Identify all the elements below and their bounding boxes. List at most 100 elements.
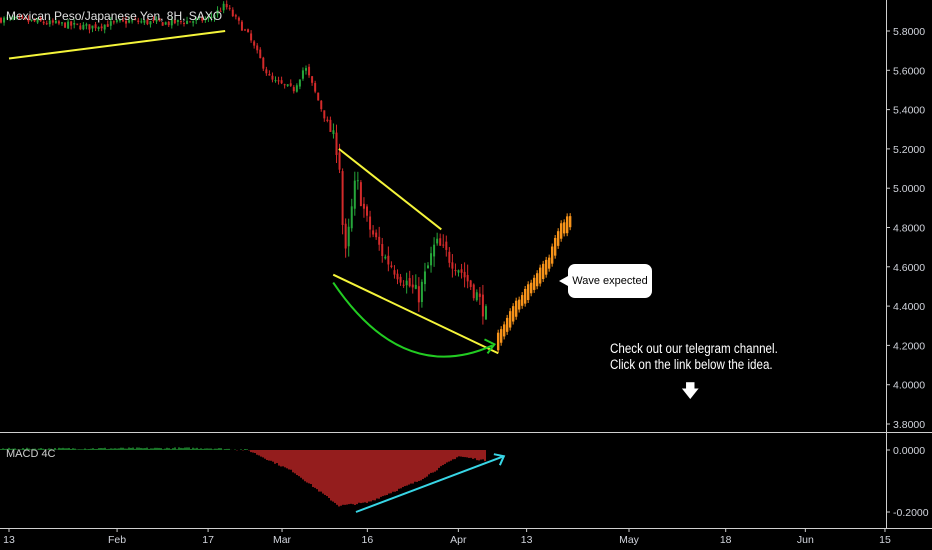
time-tick-label: 15 — [879, 534, 891, 546]
candle-body — [189, 21, 192, 23]
projection-candle — [511, 306, 515, 322]
candle-body — [262, 57, 265, 69]
candle-body — [179, 21, 182, 23]
candle-body — [112, 21, 115, 23]
candle-body — [128, 20, 131, 23]
candle-body — [390, 265, 393, 267]
candle-body — [244, 29, 246, 31]
candle-body — [451, 262, 454, 269]
macd-tick-label: -0.2000 — [893, 507, 929, 519]
candle-body — [210, 16, 213, 18]
candle-body — [152, 20, 155, 22]
candle-body — [82, 24, 85, 30]
candle-body — [173, 19, 176, 24]
candle-body — [372, 230, 375, 235]
candle-body — [417, 286, 420, 303]
macd-indicator-label: MACD 4C — [6, 448, 56, 460]
candle-body — [317, 92, 320, 101]
candle-body — [295, 85, 298, 92]
price-tick-label: 4.2000 — [893, 340, 925, 352]
candle-body — [454, 270, 457, 272]
candle-body — [106, 24, 109, 27]
candle-body — [420, 281, 423, 303]
candle-body — [356, 180, 359, 182]
candle-body — [423, 271, 426, 285]
candle-body — [39, 18, 42, 22]
time-tick-label: 16 — [362, 534, 374, 546]
price-tick-label: 5.4000 — [893, 105, 925, 117]
candle-body — [268, 74, 271, 76]
projection-candle — [502, 324, 506, 337]
candle-body — [118, 19, 121, 21]
candle-body — [323, 110, 326, 119]
macd-tick-label: 0.0000 — [893, 445, 925, 457]
candle-body — [146, 19, 149, 25]
candle-body — [335, 132, 338, 155]
candle-body — [308, 66, 311, 76]
price-tick-label: 4.4000 — [893, 301, 925, 313]
candle-body — [9, 17, 12, 19]
time-tick-label: May — [619, 534, 640, 546]
candle-body — [247, 29, 250, 33]
candle-body — [134, 19, 137, 21]
price-tick-label: 3.8000 — [893, 419, 925, 431]
candle-body — [45, 23, 48, 25]
candle-body — [204, 19, 207, 21]
projection-candle — [496, 332, 500, 351]
candle-body — [305, 68, 307, 71]
candle-body — [213, 15, 216, 19]
candle-body — [292, 87, 295, 92]
callout-text: Wave expected — [572, 275, 648, 287]
candle-body — [378, 236, 381, 245]
candle-body — [222, 3, 225, 11]
channel-top-line — [338, 148, 442, 231]
candle-body — [21, 16, 24, 18]
candle-body — [67, 21, 70, 29]
candle-body — [76, 23, 79, 25]
candle-body — [350, 206, 353, 229]
candle-body — [36, 19, 39, 23]
arc-curve — [332, 281, 493, 358]
candle-body — [466, 274, 469, 282]
candle-body — [12, 18, 15, 20]
candle-body — [271, 75, 274, 80]
candle-body — [54, 20, 57, 23]
candle-body — [442, 244, 445, 246]
candle-body — [6, 17, 9, 19]
candle-body — [277, 80, 280, 82]
candle-body — [301, 70, 304, 79]
candle-body — [234, 15, 237, 17]
candle-body — [411, 284, 414, 288]
price-tick-label: 4.6000 — [893, 262, 925, 274]
projection-candle — [538, 267, 542, 284]
time-tick-label: Mar — [273, 534, 292, 546]
candle-body — [91, 25, 94, 29]
candle-body — [332, 130, 335, 135]
projection-candle — [544, 259, 548, 275]
projection-candle — [553, 237, 557, 256]
candle-body — [195, 18, 198, 21]
projection-candle — [499, 329, 503, 343]
candle-body — [155, 19, 158, 22]
macd-divergence-arrowhead — [493, 453, 506, 466]
candle-body — [475, 292, 478, 301]
candle-body — [463, 271, 466, 278]
candle-body — [176, 20, 179, 22]
upper-trendline — [8, 30, 226, 60]
projection-candle — [556, 231, 560, 246]
candle-body — [253, 41, 256, 46]
candle-body — [362, 203, 365, 209]
candle-body — [167, 21, 170, 26]
price-tick-label: 5.0000 — [893, 183, 925, 195]
candle-body — [115, 20, 118, 22]
candle-body — [353, 180, 356, 209]
candle-body — [427, 265, 429, 269]
candle-body — [228, 7, 231, 9]
candle-body — [341, 171, 344, 225]
chart-title: Mexican Peso/Japanese Yen, 8H, SAXO — [6, 9, 223, 23]
projection-candle — [526, 284, 530, 301]
candle-body — [42, 21, 45, 24]
candle-body — [231, 9, 234, 17]
candle-body — [265, 69, 268, 74]
